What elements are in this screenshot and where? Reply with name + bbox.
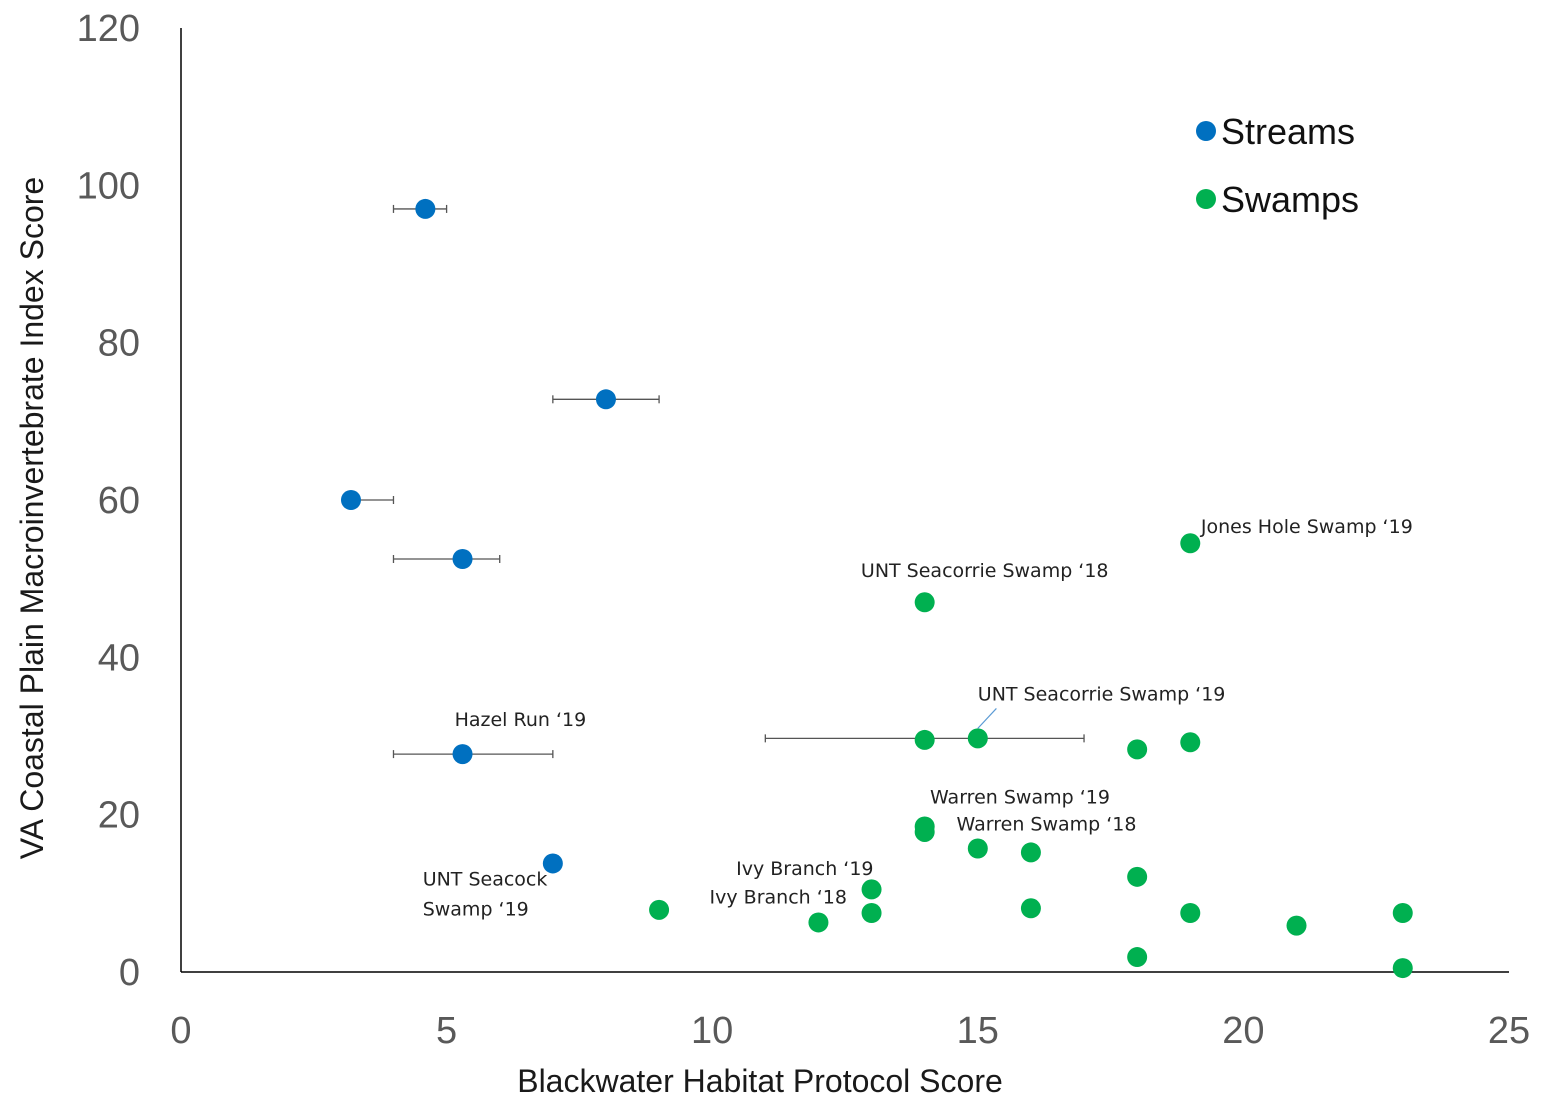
y-tick-label: 80	[98, 323, 140, 365]
point-annotation: Ivy Branch ‘19	[736, 858, 873, 880]
swamps-point	[1020, 842, 1041, 863]
legend-marker	[1196, 189, 1216, 209]
y-tick-label: 60	[98, 480, 140, 522]
swamps-point	[1180, 732, 1201, 753]
streams-point	[340, 490, 361, 510]
streams-point	[415, 198, 436, 219]
annotations: Jones Hole Swamp ‘19 UNT Seacorrie Swamp …	[423, 516, 1413, 920]
error-bar	[392, 555, 501, 563]
point-annotation: Warren Swamp ‘19	[930, 787, 1110, 809]
swamps-point	[1286, 915, 1307, 936]
y-tick-label: 20	[98, 795, 140, 837]
x-tick-label: 15	[957, 1010, 999, 1052]
swamps-point	[1392, 958, 1413, 979]
streams-point	[452, 744, 473, 765]
swamps-point	[967, 838, 988, 859]
x-tick-label: 0	[170, 1010, 191, 1052]
point-annotation: Warren Swamp ‘18	[957, 813, 1137, 835]
swamps-point	[1180, 903, 1201, 923]
swamps-point	[1127, 947, 1148, 968]
swamps-point	[861, 903, 882, 923]
streams-point	[452, 549, 473, 569]
legend-marker	[1196, 121, 1216, 141]
point-annotation: UNT Seacock	[423, 868, 548, 890]
annotation-leader-line	[977, 708, 997, 729]
swamps-point	[914, 821, 935, 842]
y-tick-labels: 0 20 40 60 80 100 120	[77, 8, 140, 994]
x-tick-labels: 0 5 10 15 20 25	[170, 1010, 1530, 1052]
y-axis-title: VA Coastal Plain Macroinvertebrate Index…	[14, 177, 50, 859]
y-tick-label: 40	[98, 637, 140, 679]
point-annotation: Swamp ‘19	[423, 898, 529, 920]
swamps-point	[649, 899, 670, 920]
streams-point	[595, 389, 616, 410]
x-tick-label: 10	[691, 1010, 733, 1052]
swamps-point	[914, 592, 935, 613]
y-tick-label: 0	[119, 952, 140, 994]
point-annotation: UNT Seacorrie Swamp ‘19	[978, 684, 1226, 706]
axes	[180, 28, 1509, 973]
y-tick-label: 100	[77, 165, 140, 207]
data-points	[340, 198, 1413, 979]
swamps-point	[1020, 898, 1041, 919]
x-tick-label: 5	[436, 1010, 457, 1052]
legend-item-streams: Streams	[1196, 111, 1355, 152]
swamps-point	[1180, 533, 1201, 554]
error-bars	[350, 204, 1085, 759]
point-annotation: UNT Seacorrie Swamp ‘18	[861, 560, 1109, 582]
swamps-point	[914, 729, 935, 750]
swamps-point	[1127, 739, 1148, 760]
point-annotation: Hazel Run ‘19	[455, 709, 587, 731]
error-bar	[392, 750, 554, 759]
swamps-point	[1392, 903, 1413, 923]
swamps-point	[808, 912, 829, 933]
legend-item-swamps: Swamps	[1196, 179, 1359, 220]
x-axis-title: Blackwater Habitat Protocol Score	[517, 1063, 1003, 1097]
x-tick-label: 25	[1488, 1010, 1530, 1052]
point-annotation: Ivy Branch ‘18	[710, 887, 847, 909]
swamps-point	[861, 879, 882, 900]
streams-point	[542, 853, 563, 874]
point-annotation: Jones Hole Swamp ‘19	[1200, 516, 1413, 538]
x-tick-label: 20	[1222, 1010, 1264, 1052]
legend: Streams Swamps	[1196, 111, 1359, 220]
y-tick-label: 120	[77, 8, 140, 50]
legend-label: Swamps	[1221, 179, 1359, 220]
legend-label: Streams	[1221, 111, 1355, 152]
swamps-point	[1127, 866, 1148, 887]
swamps-point	[967, 728, 988, 749]
